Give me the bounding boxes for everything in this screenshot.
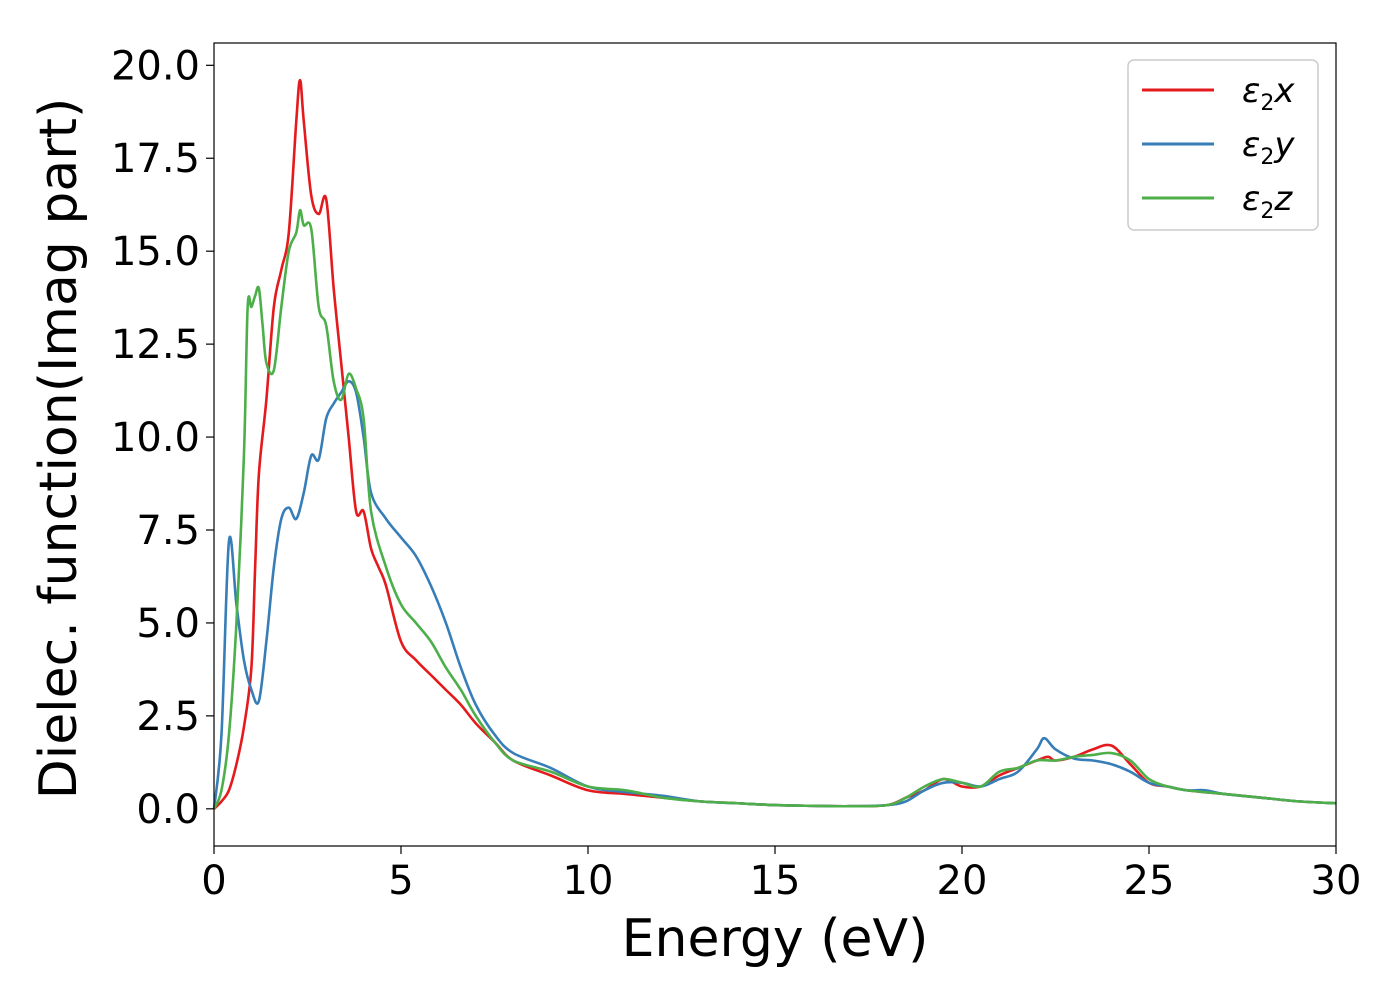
y-tick-label: 12.5 [111,322,200,368]
y-tick-label: 2.5 [136,694,200,740]
y-tick-label: 15.0 [111,229,200,275]
legend-label: ε2z [1242,179,1293,224]
y-axis: 0.0 2.5 5.0 7.5 10.0 12.5 15.0 17.5 20.0 [111,43,214,833]
legend-box [1127,59,1319,231]
x-tick-label: 25 [1124,858,1175,904]
x-axis: 0 5 10 15 20 25 30 [201,846,1361,904]
x-tick-label: 5 [388,858,413,904]
y-tick-label: 0.0 [136,787,200,833]
x-tick-label: 0 [201,858,226,904]
y-axis-title: Dielec. function(Imag part) [29,98,89,800]
series-line-z [212,208,1337,810]
y-tick-label: 7.5 [136,508,200,554]
legend-entry-y: ε2y [1142,125,1295,170]
y-tick-label: 17.5 [111,136,200,182]
legend-entry-z: ε2z [1142,179,1293,224]
x-tick-label: 30 [1311,858,1362,904]
legend-label: ε2x [1242,71,1295,116]
x-tick-label: 15 [750,858,801,904]
x-tick-label: 20 [937,858,988,904]
series-layer [212,78,1337,810]
x-tick-label: 10 [563,858,614,904]
legend-entry-x: ε2x [1142,71,1295,116]
y-tick-label: 5.0 [136,601,200,647]
series-line-y [212,380,1337,809]
y-tick-label: 20.0 [111,43,200,89]
y-tick-label: 10.0 [111,415,200,461]
legend: ε2x ε2y ε2z [1127,59,1319,231]
x-axis-title: Energy (eV) [622,909,929,969]
legend-label: ε2y [1242,125,1295,170]
